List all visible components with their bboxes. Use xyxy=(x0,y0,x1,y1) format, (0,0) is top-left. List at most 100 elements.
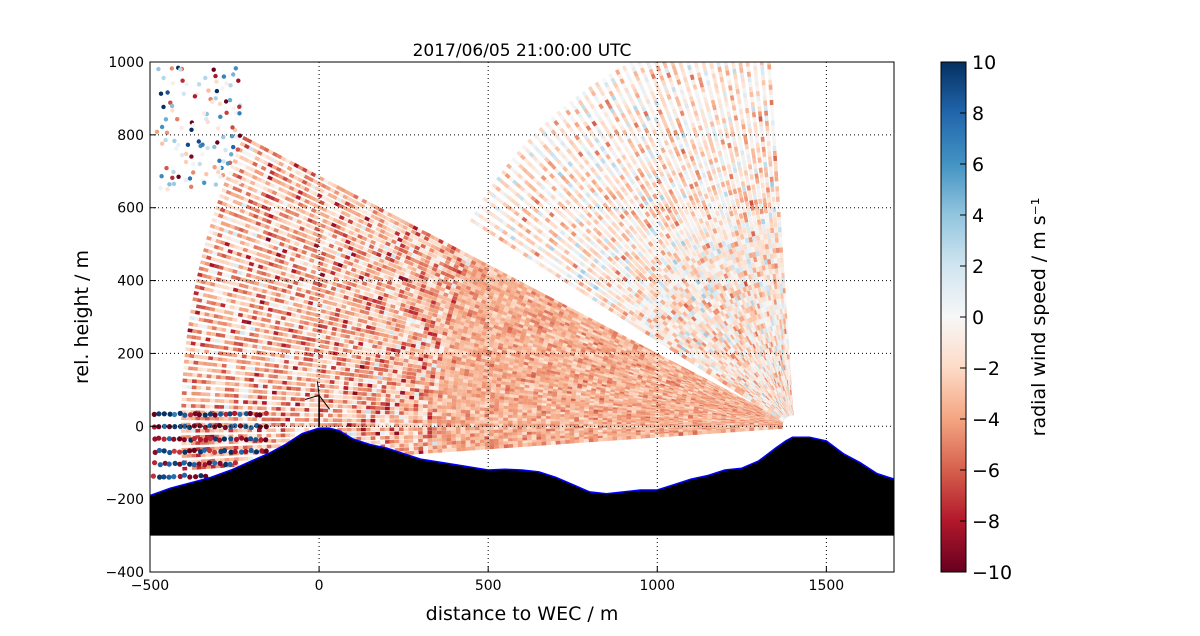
scan-sample xyxy=(218,284,225,289)
scan-sample xyxy=(423,326,430,332)
scan-sample xyxy=(588,372,595,378)
scan-sample xyxy=(566,364,572,370)
scan-sample xyxy=(415,268,422,274)
scan-sample xyxy=(363,338,369,343)
scan-sample xyxy=(352,317,359,322)
scan-sample xyxy=(506,373,513,378)
scan-sample xyxy=(516,313,523,319)
scan-sample xyxy=(206,300,212,305)
scan-sample xyxy=(465,300,472,306)
scan-sample xyxy=(367,383,373,388)
scan-sample xyxy=(321,206,328,213)
scan-sample xyxy=(347,261,354,267)
scan-sample xyxy=(471,387,477,392)
scan-sample xyxy=(400,285,406,290)
scan-sample xyxy=(484,275,491,281)
scan-sample xyxy=(548,380,555,385)
scan-sample xyxy=(568,310,575,316)
scan-sample xyxy=(580,332,587,338)
scan-sample xyxy=(201,330,207,335)
scan-sample xyxy=(212,320,218,325)
scan-sample xyxy=(560,331,567,337)
scan-sample xyxy=(389,271,396,277)
scan-sample xyxy=(606,381,612,386)
scan-sample xyxy=(528,385,535,390)
scan-sample xyxy=(530,377,536,382)
scan-sample xyxy=(480,272,487,279)
scan-sample xyxy=(411,253,418,259)
scan-sample xyxy=(492,282,499,288)
scan-sample xyxy=(550,346,557,352)
scan-sample xyxy=(277,281,284,287)
scan-sample xyxy=(340,362,346,367)
scan-sample xyxy=(408,274,415,280)
scan-sample xyxy=(310,195,317,202)
scan-sample xyxy=(405,342,412,348)
scan-sample xyxy=(421,313,428,319)
scan-sample xyxy=(516,329,522,335)
scan-sample xyxy=(368,311,375,317)
scan-sample xyxy=(484,289,491,295)
scan-sample xyxy=(228,243,235,249)
scan-sample xyxy=(252,286,258,292)
scan-sample xyxy=(378,367,384,372)
scan-sample xyxy=(312,327,318,333)
scan-sample xyxy=(501,330,507,336)
scan-sample xyxy=(335,185,342,191)
scan-sample xyxy=(355,269,362,274)
scan-sample xyxy=(433,308,439,314)
scan-sample xyxy=(538,386,544,392)
scan-sample xyxy=(392,365,399,370)
scan-sample xyxy=(293,162,300,169)
scan-sample xyxy=(551,396,557,401)
scan-sample xyxy=(463,276,470,283)
scan-sample xyxy=(270,319,276,324)
scan-sample xyxy=(206,325,213,330)
scan-sample xyxy=(290,268,297,274)
scan-sample xyxy=(590,366,596,372)
scan-sample xyxy=(504,357,511,362)
scan-sample xyxy=(585,391,591,396)
scan-sample xyxy=(461,314,467,320)
scan-sample xyxy=(383,274,390,280)
scan-sample xyxy=(416,336,423,342)
scan-sample xyxy=(233,225,240,231)
scan-sample xyxy=(225,328,231,333)
scan-sample xyxy=(252,148,259,154)
scan-sample xyxy=(556,343,563,349)
scan-sample xyxy=(379,328,386,333)
scan-sample xyxy=(446,332,453,338)
scan-sample xyxy=(455,363,461,369)
scan-sample xyxy=(289,273,296,279)
scan-sample xyxy=(334,212,341,219)
scan-sample xyxy=(268,261,274,267)
scan-sample xyxy=(538,339,544,345)
scan-sample xyxy=(273,197,280,203)
scan-sample xyxy=(301,372,307,377)
scan-sample xyxy=(479,361,486,366)
scan-sample xyxy=(322,246,329,252)
scan-sample xyxy=(601,343,608,349)
scan-sample xyxy=(368,292,374,298)
scan-sample xyxy=(301,266,308,272)
scan-sample xyxy=(516,300,522,306)
scan-sample xyxy=(595,391,601,396)
scan-sample xyxy=(424,259,431,265)
scan-sample xyxy=(471,295,478,301)
scan-sample xyxy=(257,215,263,221)
scan-sample xyxy=(222,215,228,221)
scan-sample xyxy=(434,272,441,278)
scan-sample xyxy=(500,384,506,389)
scan-sample xyxy=(269,256,276,262)
scan-sample xyxy=(560,399,566,404)
scan-sample xyxy=(354,336,360,341)
scan-sample xyxy=(392,277,399,283)
scan-sample xyxy=(590,346,597,352)
scan-sample xyxy=(568,323,575,330)
scan-sample xyxy=(296,376,302,381)
scan-sample xyxy=(566,314,573,321)
scan-sample xyxy=(422,330,429,335)
scan-sample xyxy=(369,288,376,294)
scan-sample xyxy=(249,279,255,285)
scan-sample xyxy=(251,315,258,321)
